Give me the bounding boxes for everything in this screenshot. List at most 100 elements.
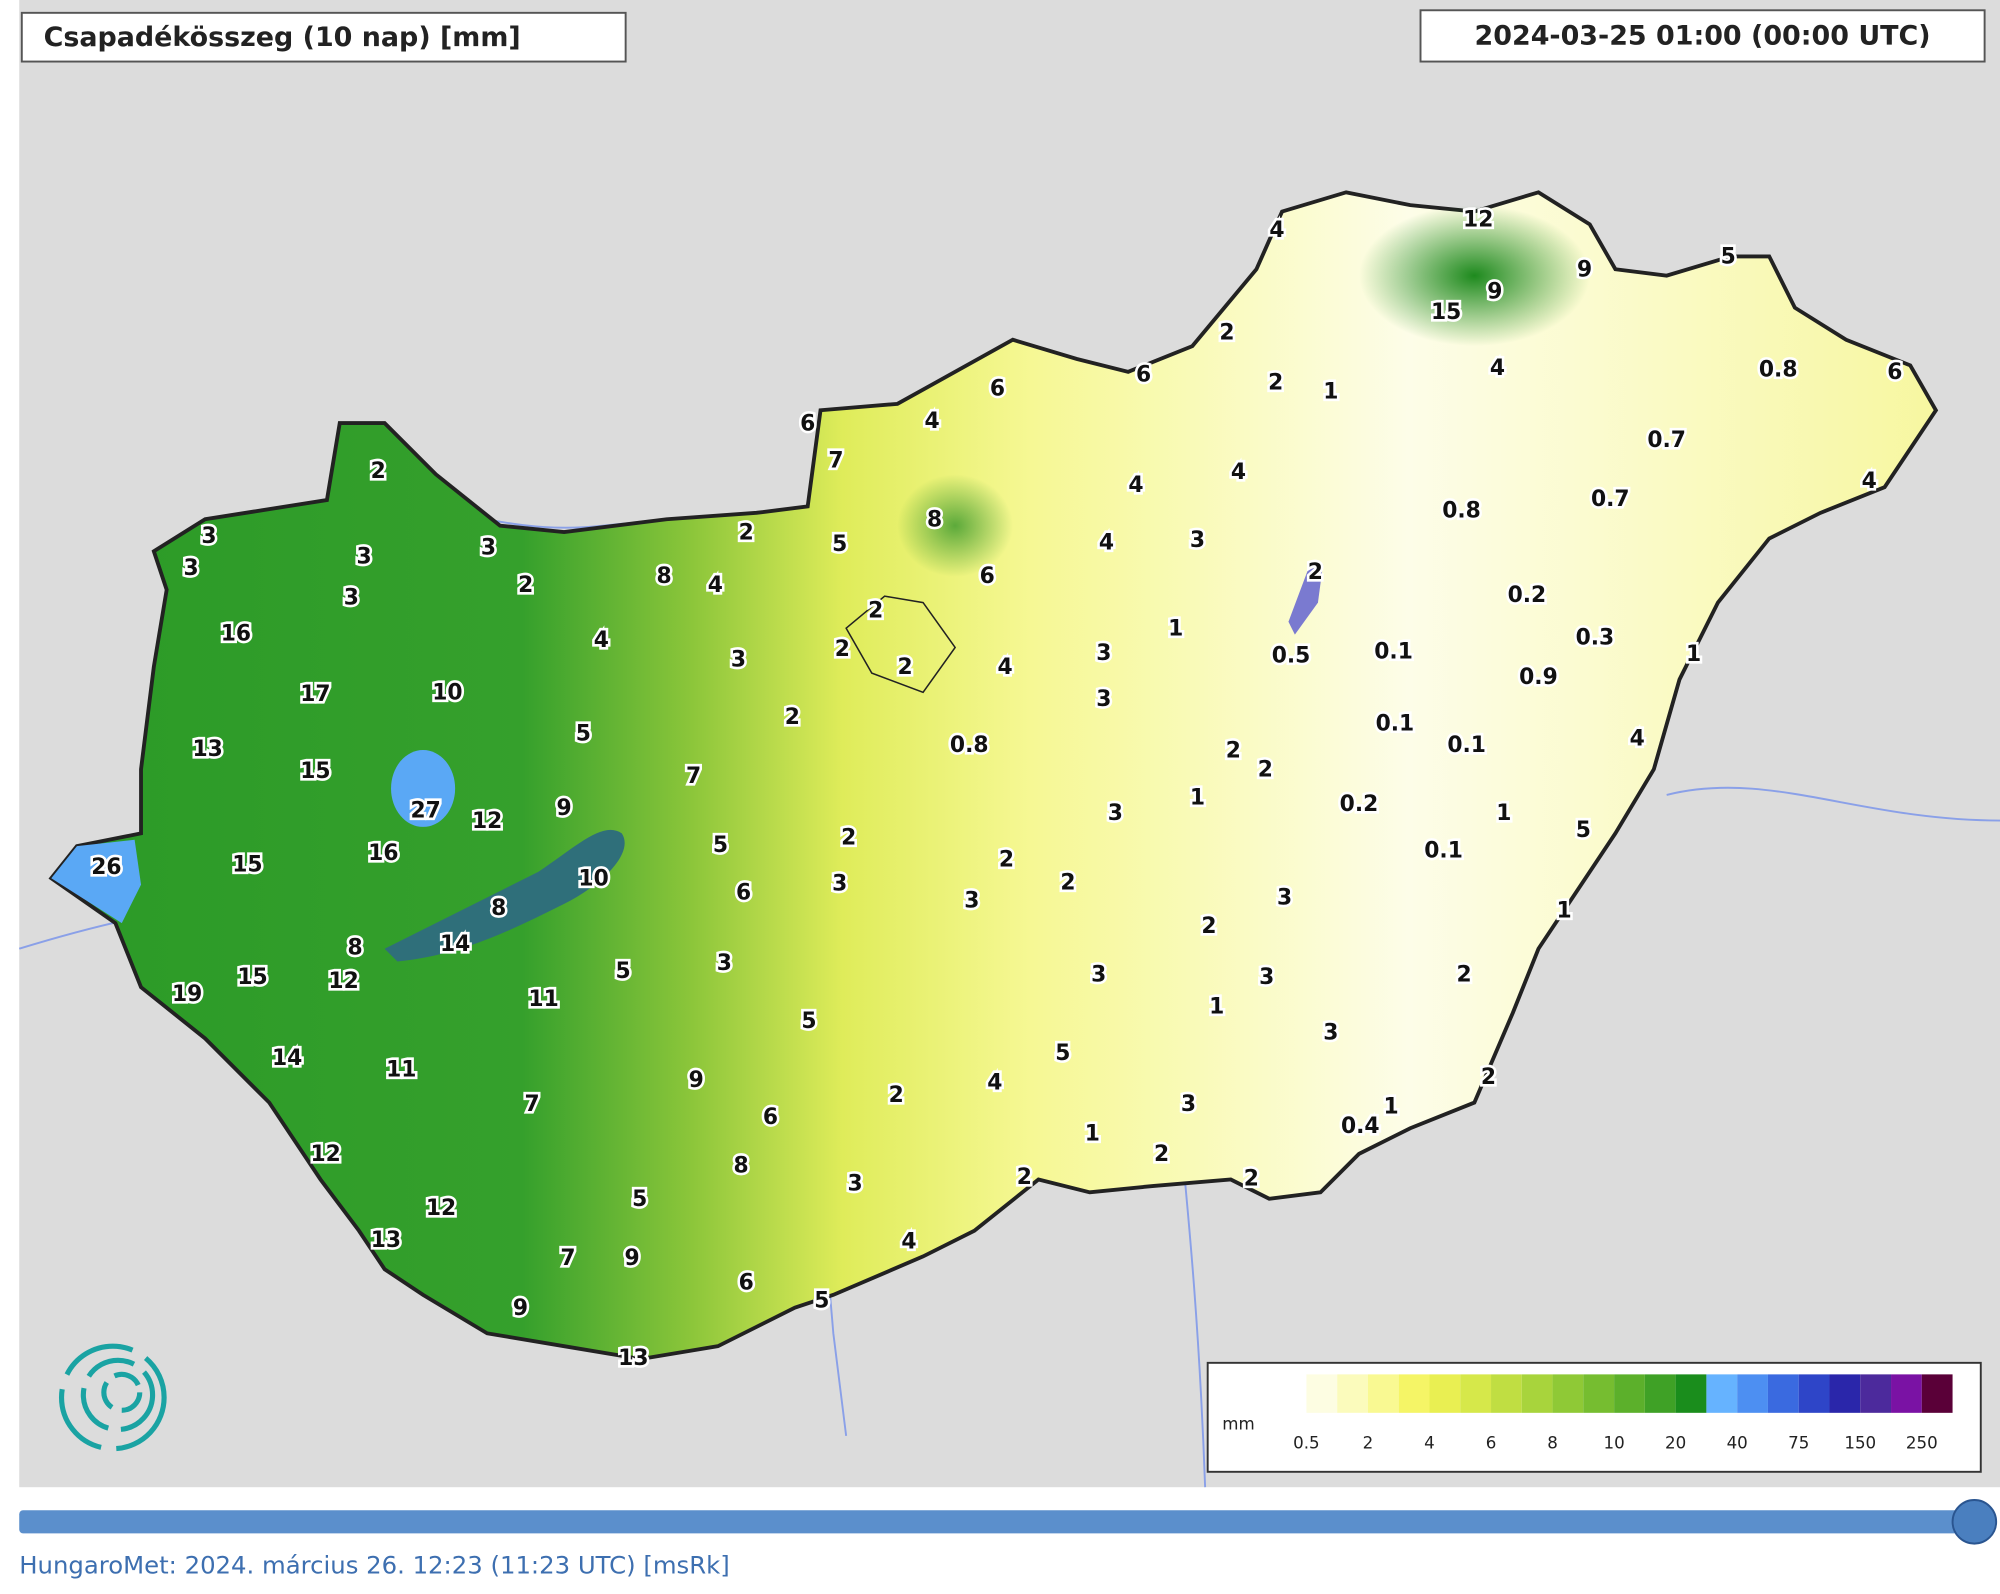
legend-label: 0.5 xyxy=(1293,1434,1319,1453)
legend-swatch xyxy=(1429,1374,1461,1413)
legend-swatch xyxy=(1306,1374,1338,1413)
title-box xyxy=(20,11,627,63)
station-value: 12 xyxy=(426,1196,456,1221)
legend-label: 2 xyxy=(1363,1434,1374,1453)
station-value: 8 xyxy=(733,1154,748,1179)
station-value: 3 xyxy=(201,524,216,549)
station-value: 4 xyxy=(1128,473,1143,498)
station-value: 3 xyxy=(1277,886,1292,911)
legend-swatch xyxy=(1583,1374,1615,1413)
precip-spot xyxy=(391,750,456,827)
station-value: 27 xyxy=(410,799,440,824)
station-value: 5 xyxy=(615,959,630,984)
station-value: 1 xyxy=(1168,616,1183,641)
legend-swatch xyxy=(1398,1374,1430,1413)
station-value: 8 xyxy=(927,508,942,533)
station-value: 10 xyxy=(432,681,462,706)
station-value: 6 xyxy=(736,881,751,906)
slider-handle[interactable] xyxy=(1951,1499,1998,1545)
lake-tisza xyxy=(1288,564,1324,635)
legend-swatch xyxy=(1460,1374,1492,1413)
station-value: 2 xyxy=(999,847,1014,872)
station-value: 2 xyxy=(1201,914,1216,939)
map-title: Csapadékösszeg (10 nap) [mm] xyxy=(44,22,521,53)
station-value: 9 xyxy=(557,796,572,821)
station-value: 13 xyxy=(193,737,223,762)
legend-swatch xyxy=(1275,1374,1307,1413)
budapest-border xyxy=(845,595,957,694)
station-value: 3 xyxy=(731,647,746,672)
station-value: 6 xyxy=(1887,360,1902,385)
station-value: 2 xyxy=(1308,560,1323,585)
station-value: 6 xyxy=(763,1105,778,1130)
legend-swatch xyxy=(1921,1374,1953,1413)
station-value: 9 xyxy=(1577,258,1592,283)
station-value: 1 xyxy=(1085,1122,1100,1147)
station-value: 3 xyxy=(1323,1020,1338,1045)
legend-label: 6 xyxy=(1486,1434,1497,1453)
legend-swatch xyxy=(1891,1374,1922,1413)
legend: 0.5 2 4 6 8 10 20 40 75 150 250 xyxy=(1275,1374,1953,1453)
station-value: 1 xyxy=(1323,379,1338,404)
station-value: 1 xyxy=(1496,801,1511,826)
station-value: 8 xyxy=(491,896,506,921)
station-value: 11 xyxy=(528,987,558,1012)
station-value: 10 xyxy=(578,866,608,891)
legend-swatch xyxy=(1675,1374,1707,1413)
station-value: 3 xyxy=(1096,641,1111,666)
legend-swatch xyxy=(1614,1374,1645,1413)
station-value: 1 xyxy=(1383,1095,1398,1120)
station-value: 16 xyxy=(221,622,251,647)
station-value: 4 xyxy=(987,1070,1002,1095)
station-value: 0.8 xyxy=(1442,499,1481,524)
station-value: 4 xyxy=(594,628,609,653)
station-value: 12 xyxy=(1463,208,1493,233)
station-value: 14 xyxy=(440,932,470,957)
station-value: 2 xyxy=(889,1083,904,1108)
station-value: 2 xyxy=(1219,320,1234,345)
station-value: 3 xyxy=(1181,1092,1196,1117)
station-value: 12 xyxy=(310,1142,340,1167)
legend-label: 40 xyxy=(1727,1434,1748,1453)
legend-swatch xyxy=(1829,1374,1861,1413)
station-value: 3 xyxy=(717,951,732,976)
legend-swatch xyxy=(1552,1374,1584,1413)
station-value: 2 xyxy=(518,573,533,598)
legend-swatch xyxy=(1860,1374,1892,1413)
station-value: 4 xyxy=(1490,356,1505,381)
station-value: 7 xyxy=(560,1246,575,1271)
station-value: 2 xyxy=(841,825,856,850)
station-value: 3 xyxy=(357,545,372,570)
legend-unit: mm xyxy=(1222,1414,1254,1433)
station-value: 17 xyxy=(300,682,330,707)
station-value: 3 xyxy=(964,888,979,913)
station-value: 4 xyxy=(924,409,939,434)
station-value: 12 xyxy=(328,969,358,994)
green-area xyxy=(1358,205,1590,347)
station-value: 2 xyxy=(898,655,913,680)
station-value: 15 xyxy=(237,965,267,990)
green-area xyxy=(897,474,1013,577)
station-value: 2 xyxy=(835,637,850,662)
station-value: 13 xyxy=(618,1346,648,1371)
time-slider[interactable] xyxy=(19,1510,1975,1534)
station-value: 15 xyxy=(1431,300,1461,325)
station-value: 1 xyxy=(1557,899,1572,924)
station-value: 6 xyxy=(800,411,815,436)
station-value: 11 xyxy=(386,1058,416,1083)
station-value: 5 xyxy=(632,1187,647,1212)
station-value: 3 xyxy=(1096,687,1111,712)
station-value: 8 xyxy=(657,564,672,589)
station-value: 3 xyxy=(1190,528,1205,553)
station-value: 7 xyxy=(524,1092,539,1117)
station-value: 6 xyxy=(739,1270,754,1295)
station-value: 2 xyxy=(1481,1065,1496,1090)
station-value: 8 xyxy=(348,936,363,961)
legend-swatch xyxy=(1644,1374,1676,1413)
station-value: 0.3 xyxy=(1576,625,1615,650)
station-value: 13 xyxy=(371,1228,401,1253)
station-value: 2 xyxy=(1226,738,1241,763)
station-value: 0.8 xyxy=(950,733,989,758)
station-value: 0.8 xyxy=(1759,358,1798,383)
